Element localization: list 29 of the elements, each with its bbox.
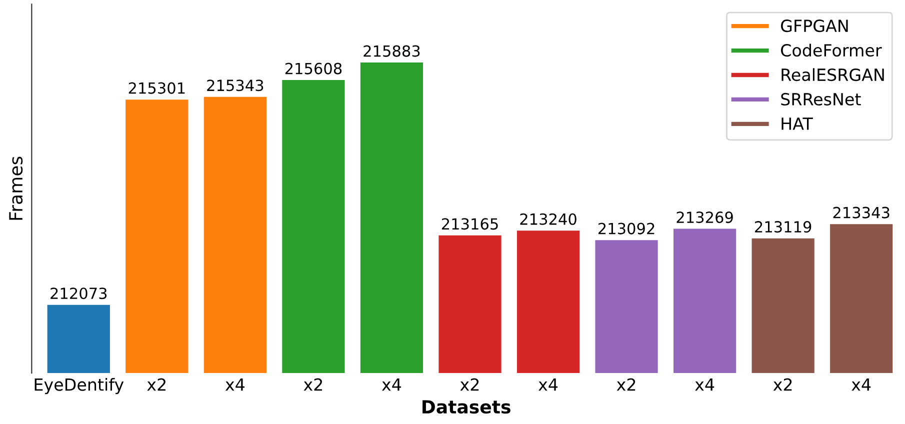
data-label: 215608 [285,62,342,74]
x-tick-label: x2 [460,378,479,391]
x-tick-label: x4 [382,378,402,391]
y-axis-title: Frames [9,156,23,220]
x-tick-label: x2 [147,378,166,391]
data-label: 213165 [442,218,498,230]
data-label: 213092 [598,222,654,234]
x-tick-label: x4 [225,378,244,391]
data-label: 213269 [676,212,733,224]
data-label: 215301 [128,82,185,94]
x-tick-label: x4 [538,378,558,391]
data-label: 213343 [833,206,890,218]
legend-label: CodeFormer [781,44,882,57]
data-label: 213119 [755,221,812,233]
data-label: 213240 [520,213,576,225]
x-tick-label: x4 [852,378,871,391]
x-axis-title: Datasets [422,400,510,414]
x-tick-label: x2 [616,378,636,391]
data-label: 215343 [207,80,264,92]
x-tick-label: x2 [773,378,792,391]
x-tick-label: x4 [695,378,714,391]
x-tick-label: EyeDentify [34,378,124,394]
data-label: 215883 [364,45,420,57]
legend-label: GFPGAN [781,20,848,32]
legend-label: HAT [782,118,813,130]
data-label: 212073 [50,288,107,300]
legend-label: RealESRGAN [782,68,884,82]
legend-label: SRResNet [781,92,861,106]
x-tick-label: x2 [304,378,322,391]
